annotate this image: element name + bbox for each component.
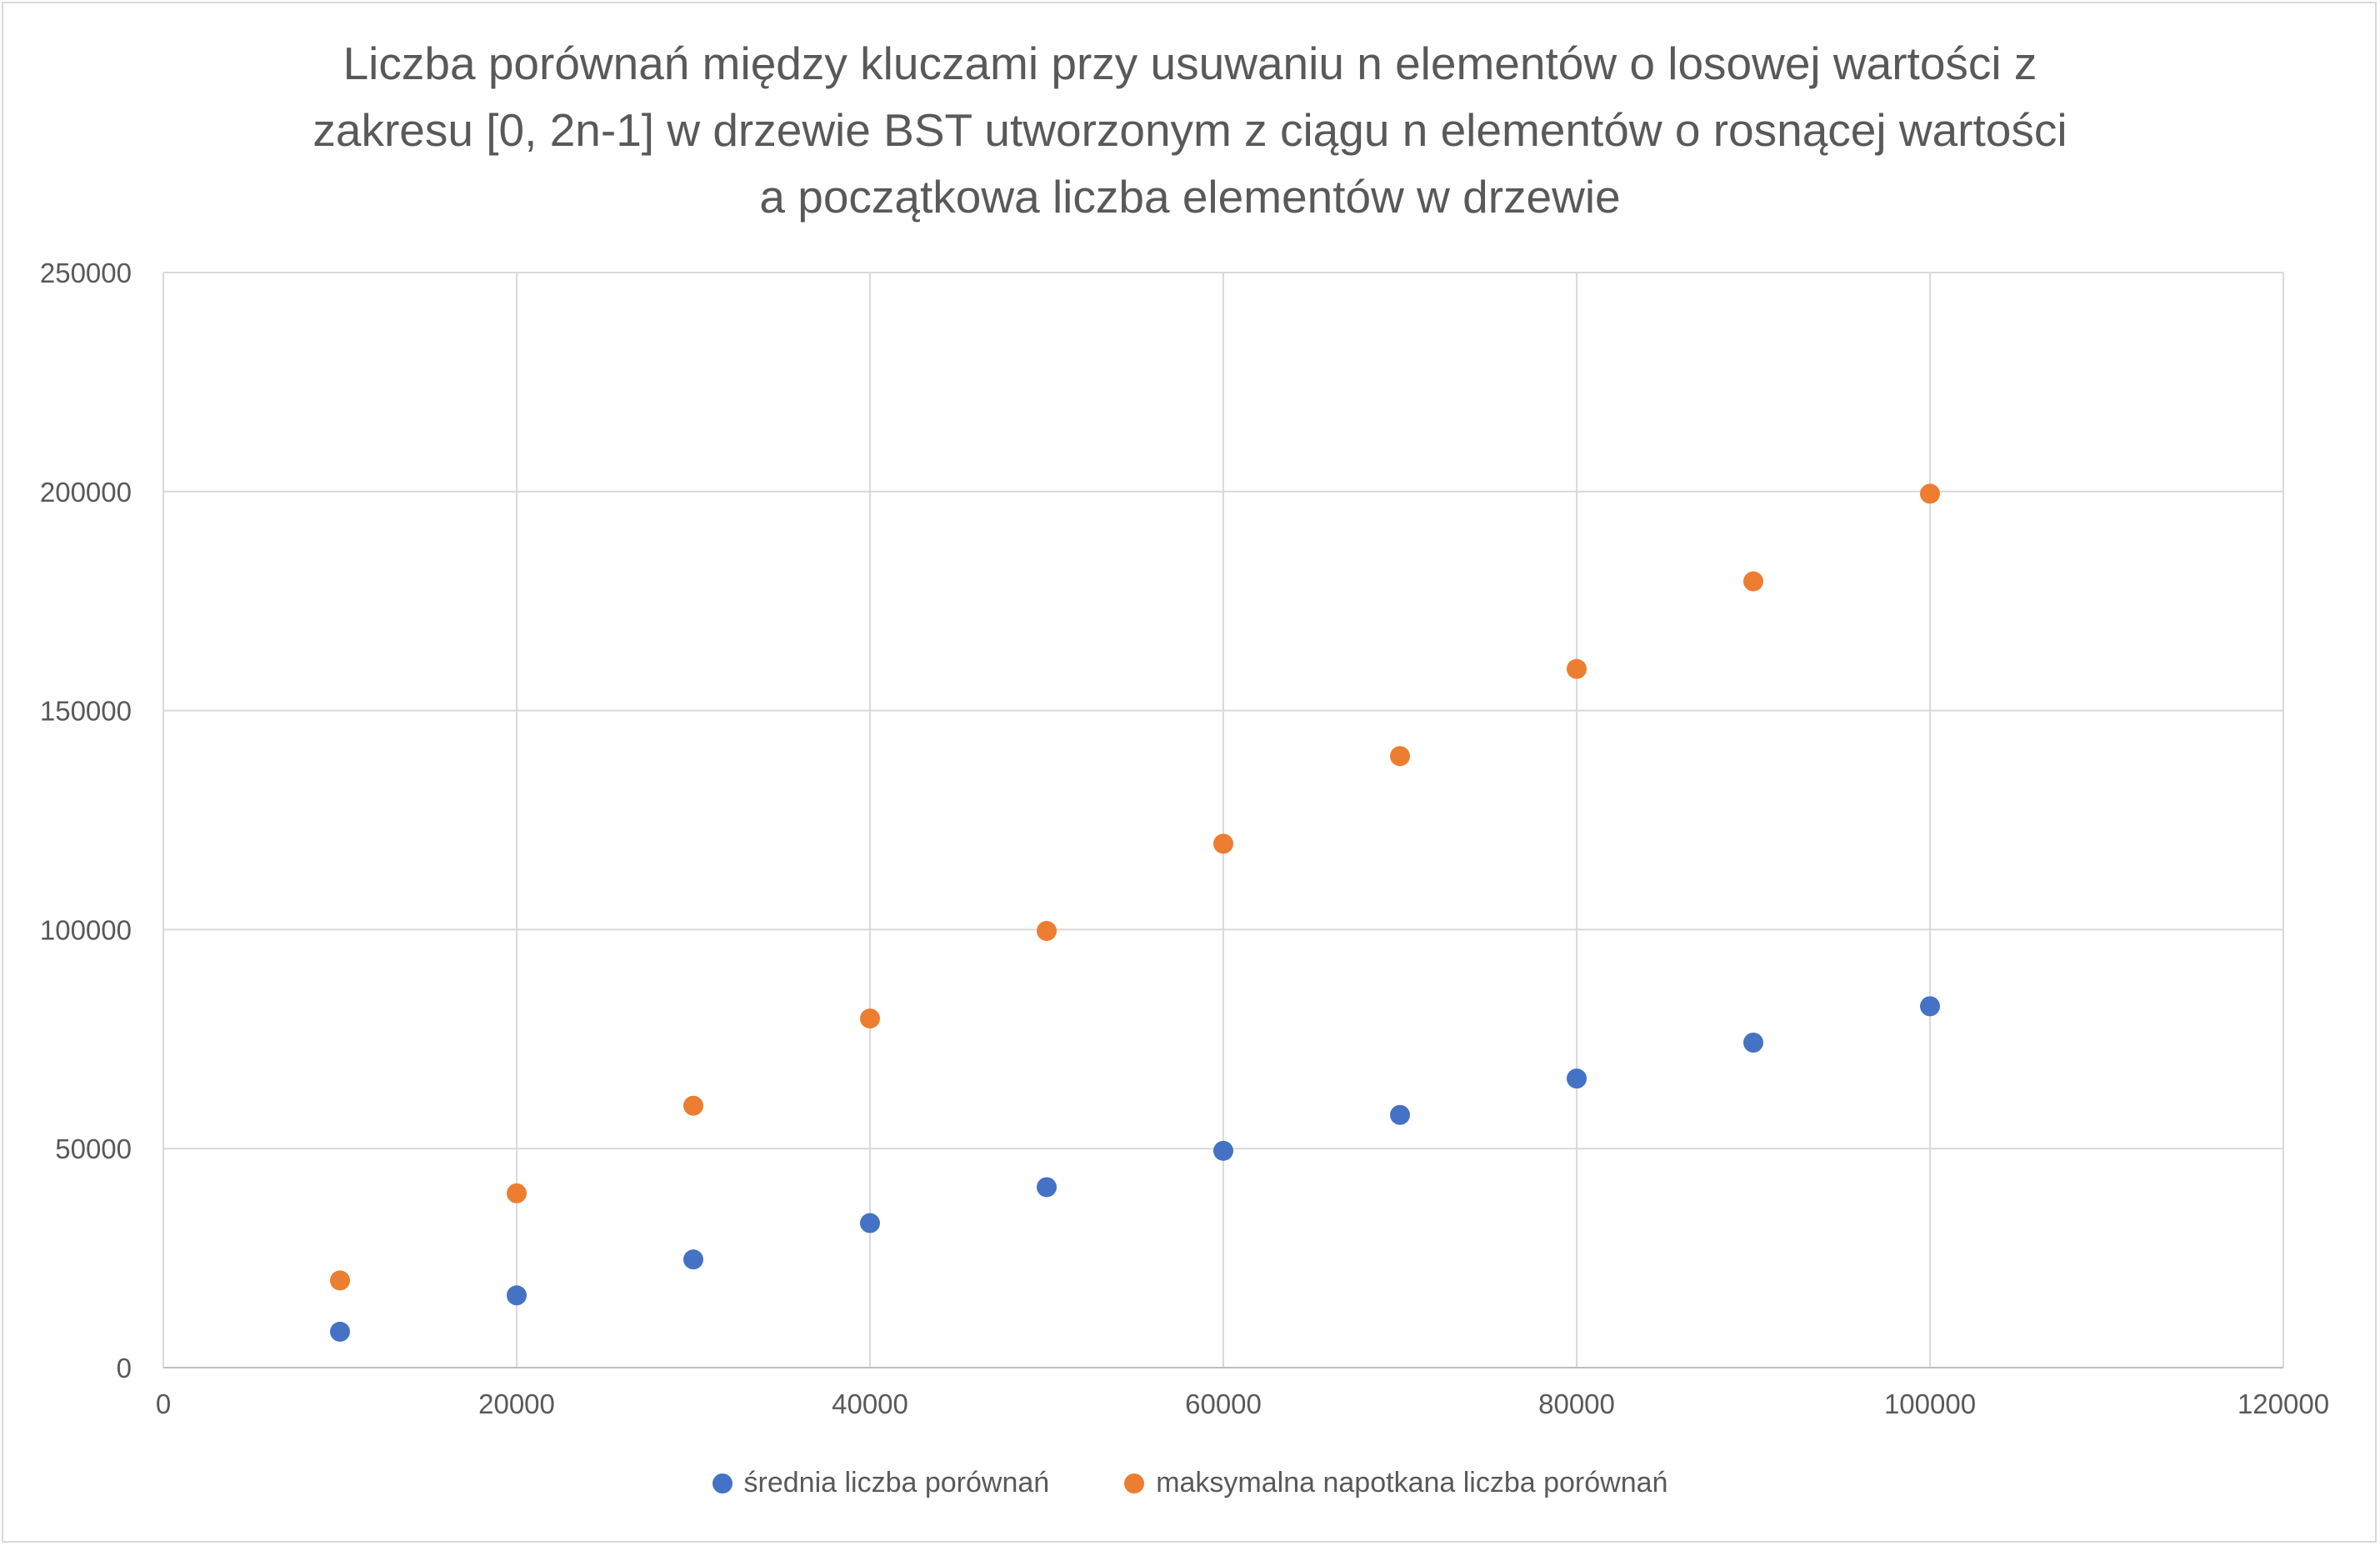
x-tick-label: 100000 (1884, 1388, 1976, 1419)
chart-title-line-3: a początkowa liczba elementów w drzewie (759, 171, 1621, 223)
maximum-point (1390, 746, 1410, 767)
grid-lines (162, 272, 2284, 1368)
maximum-point (1037, 920, 1057, 941)
y-tick-label: 150000 (40, 696, 132, 727)
average-point (330, 1321, 350, 1342)
average-point (683, 1249, 703, 1270)
legend-marker-maximum (1124, 1473, 1145, 1493)
y-tick-label: 100000 (40, 914, 132, 945)
average-point (860, 1213, 880, 1233)
average-point (1567, 1068, 1587, 1089)
y-tick-label: 50000 (55, 1133, 132, 1164)
y-tick-label: 0 (117, 1353, 132, 1383)
maximum-point (330, 1270, 350, 1291)
maximum-point (1743, 571, 1763, 592)
data-points (330, 483, 1940, 1342)
maximum-point (1920, 483, 1940, 504)
y-tick-label: 250000 (40, 258, 132, 288)
chart-title-line-1: Liczba porównań między kluczami przy usu… (342, 38, 2038, 89)
legend-item-average: średnia liczba porównań (712, 1467, 1050, 1499)
x-tick-label: 120000 (2238, 1388, 2329, 1419)
legend: średnia liczba porównań maksymalna napot… (0, 1467, 2380, 1499)
x-tick-label: 40000 (832, 1388, 908, 1419)
average-point (507, 1285, 527, 1306)
average-point (1037, 1177, 1057, 1198)
maximum-point (683, 1095, 703, 1116)
y-tick-label: 200000 (40, 477, 132, 508)
chart-title: Liczba porównań między kluczami przy usu… (0, 30, 2380, 230)
maximum-point (1213, 833, 1233, 854)
x-axis-ticks: 0 20000 40000 60000 80000 100000 120000 (156, 1388, 2329, 1419)
legend-marker-average (712, 1473, 732, 1493)
average-point (1743, 1033, 1763, 1053)
legend-label-maximum: maksymalna napotkana liczba porównań (1156, 1467, 1668, 1498)
x-tick-label: 0 (156, 1388, 171, 1419)
average-point (1390, 1104, 1410, 1125)
x-tick-label: 20000 (478, 1388, 555, 1419)
x-tick-label: 80000 (1538, 1388, 1615, 1419)
maximum-point (1567, 658, 1587, 679)
average-point (1920, 996, 1940, 1017)
legend-label-average: średnia liczba porównań (743, 1467, 1050, 1498)
average-point (1213, 1140, 1233, 1161)
chart-title-line-2: zakresu [0, 2n-1] w drzewie BST utworzon… (312, 104, 2068, 156)
maximum-point (507, 1183, 527, 1203)
maximum-point (860, 1008, 880, 1029)
y-axis-ticks: 0 50000 100000 150000 200000 250000 (40, 258, 132, 1383)
legend-item-maximum: maksymalna napotkana liczba porównań (1124, 1467, 1668, 1499)
x-tick-label: 60000 (1185, 1388, 1262, 1419)
